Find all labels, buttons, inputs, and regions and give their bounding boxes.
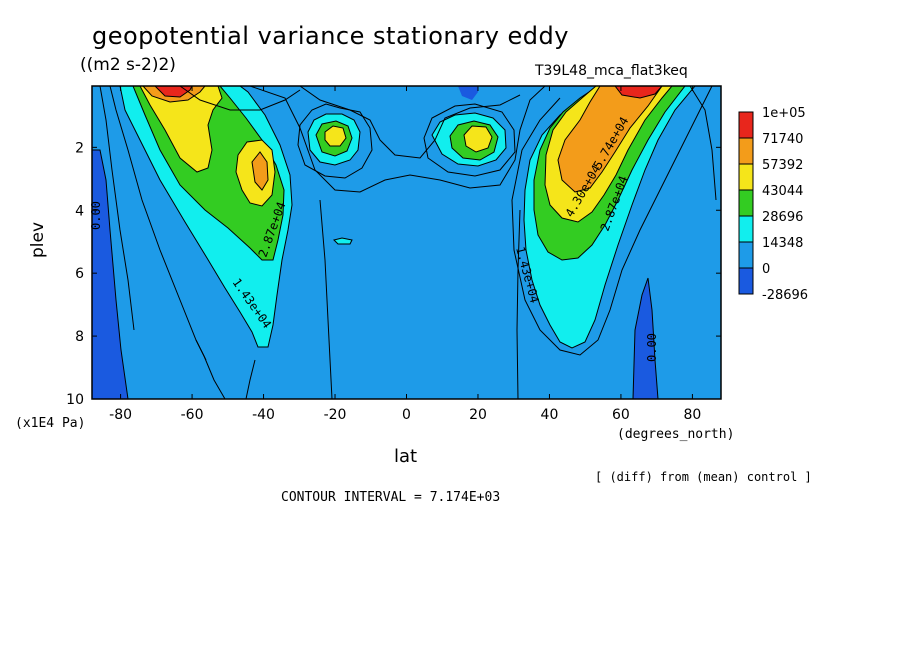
sh-yellow-upper [139, 86, 223, 173]
colorbar-label: 43044 [762, 184, 803, 199]
colorbar-label: 14348 [762, 236, 803, 251]
colorbar-label: 1e+05 [762, 106, 806, 121]
nh-orange-region [557, 86, 663, 193]
colorbar-swatch [738, 241, 754, 269]
contour-line [297, 103, 373, 179]
colorbar-label: 71740 [762, 132, 803, 147]
contour-label: 0.00 [645, 333, 659, 362]
neg-region-south [92, 149, 129, 399]
x-tick-label: 80 [683, 407, 701, 423]
y-tick-label: 8 [75, 329, 84, 345]
contour-line [109, 86, 207, 361]
contour-line [516, 209, 521, 399]
x-tick-label: -80 [109, 407, 132, 423]
contour-line [689, 86, 717, 201]
contour-line [99, 86, 135, 331]
chart-units: ((m2 s-2)2) [80, 55, 176, 75]
small-blob [333, 237, 353, 245]
colorbar-label: -28696 [762, 288, 808, 303]
contour-line [319, 199, 333, 399]
colorbar-swatch [738, 189, 754, 217]
x-tick-label: 20 [469, 407, 487, 423]
neg-region-north [632, 277, 659, 399]
contour-label: 0.00 [89, 201, 103, 230]
y-axis-units: (x1E4 Pa) [15, 416, 86, 431]
contour-line [195, 339, 226, 399]
diff-note: [ (diff) from (mean) control ] [595, 470, 812, 484]
y-tick-label: 6 [75, 266, 84, 282]
y-tick-label: 2 [75, 140, 84, 156]
chart-title: geopotential variance stationary eddy [92, 22, 569, 50]
x-tick-label: -60 [181, 407, 204, 423]
sh-sub-yellow [324, 125, 347, 147]
colorbar-swatch [738, 267, 754, 295]
nh-sub-yellow [463, 125, 493, 153]
y-axis: 2 4 6 8 10 [66, 140, 721, 408]
contour-line [423, 103, 516, 177]
colorbar-label: 57392 [762, 158, 803, 173]
contour-line [245, 359, 256, 399]
neg-blob-top [458, 86, 478, 100]
x-axis-label: lat [394, 446, 418, 467]
x-tick-label: -20 [324, 407, 347, 423]
colorbar-swatch [738, 111, 754, 139]
plot-area [92, 86, 721, 399]
contour-interval: CONTOUR INTERVAL = 7.174E+03 [281, 490, 501, 505]
colorbar-swatch [738, 163, 754, 191]
colorbar-label: 28696 [762, 210, 803, 225]
contour-line [299, 86, 521, 159]
run-name: T39L48_mca_flat3keq [535, 63, 688, 79]
sh-red-top [154, 86, 193, 98]
x-tick-label: 60 [612, 407, 630, 423]
x-tick-label: -40 [252, 407, 275, 423]
x-tick-label: 40 [541, 407, 559, 423]
x-tick-label: 0 [402, 407, 411, 423]
contour-line [179, 86, 301, 111]
colorbar: 1e+05 71740 57392 43044 28696 14348 0 -28696 [738, 106, 808, 303]
contour-line [249, 86, 546, 193]
y-tick-label: 10 [66, 392, 84, 408]
contour-line [511, 86, 713, 356]
x-axis-units: (degrees_north) [617, 427, 735, 442]
colorbar-swatch [738, 215, 754, 243]
x-axis: -80 -60 -40 -20 0 20 40 60 80 [109, 86, 701, 423]
sh-orange-lower [251, 151, 269, 191]
colorbar-label: 0 [762, 262, 770, 277]
colorbar-swatch [738, 137, 754, 165]
y-tick-label: 4 [75, 203, 84, 219]
nh-red-top [614, 86, 663, 99]
